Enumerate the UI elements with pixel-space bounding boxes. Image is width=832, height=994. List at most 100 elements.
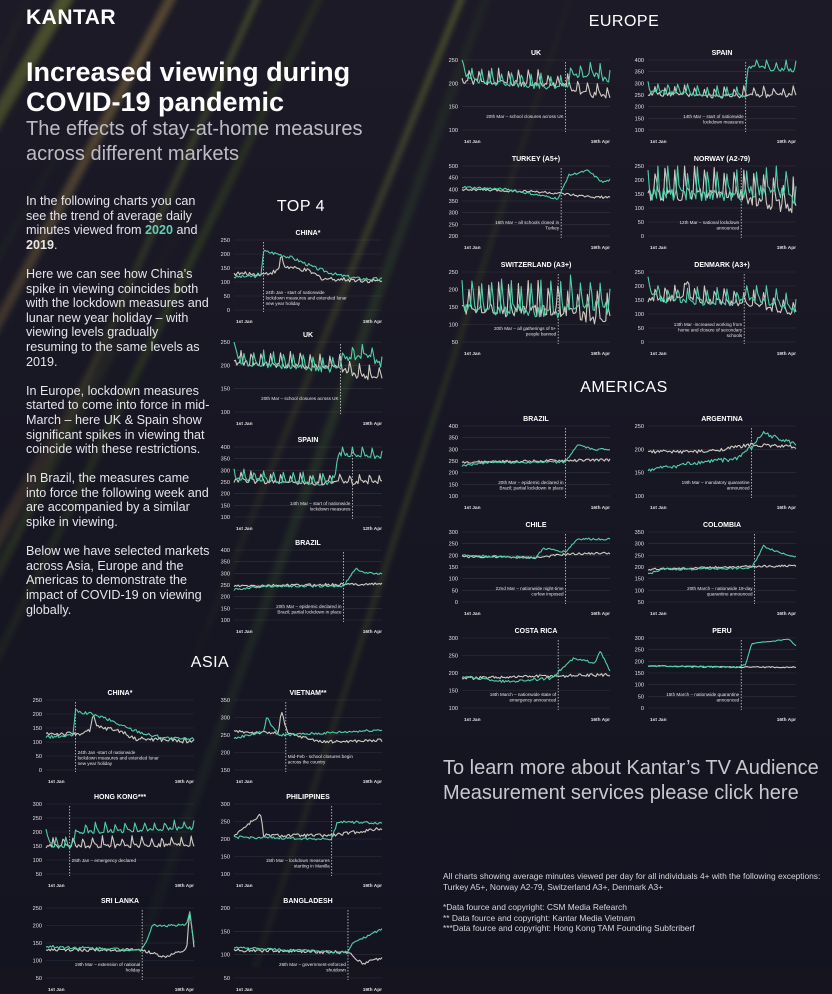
event-annotation-line: across the country: [288, 760, 326, 765]
chart-svg: HONG KONG*** 50 100 150 200 250 300 1st Jan 19th…: [33, 794, 195, 889]
x-tick-label-end: 19th Apr: [591, 139, 610, 145]
chart-title: SPAIN: [298, 437, 319, 444]
chart-top4-brazil: BRAZIL 100 150 200 250 300 350 400 1st Jan 16th A…: [212, 538, 390, 636]
background: [0, 0, 832, 967]
chart-svg: TURKEY (A5+) 200 250 300 350 400 450 500 1st Jan…: [449, 156, 611, 251]
series-line-2019: [233, 711, 383, 744]
y-tick-label: 200: [449, 671, 458, 677]
event-annotation-line: announced: [716, 698, 739, 703]
y-tick-label: 250: [449, 58, 458, 64]
chart-title: CHINA*: [296, 230, 321, 237]
event-annotation-line: 22nd Mar – nationwide night-time: [496, 586, 564, 591]
event-annotation-line: 12th Mar – national lockdown: [679, 220, 739, 225]
y-tick-label: 150: [635, 298, 644, 304]
x-tick-label-start: 1st Jan: [464, 505, 481, 511]
footnote-source-2: ** Data fource and copyright: Kantar Med…: [443, 912, 636, 923]
y-tick-label: 200: [33, 924, 42, 930]
y-tick-label: 200: [635, 178, 644, 184]
event-annotation: 19th Mar – mandatory quarantine announced: [682, 480, 750, 491]
series-line-2019: [233, 350, 383, 381]
y-tick-label: 400: [221, 445, 230, 451]
series-line-2020: [461, 651, 611, 683]
x-tick-label-start: 1st Jan: [650, 717, 667, 723]
chart-svg: COLOMBIA 50 100 150 200 250 300 350 1st Jan 16th …: [635, 522, 797, 617]
intro-paragraph-5: Below we have selected markets across As…: [26, 544, 210, 617]
chart-title: BRAZIL: [295, 540, 321, 547]
y-tick-label: 200: [221, 906, 230, 912]
y-tick-label: 200: [221, 252, 230, 258]
chart-svg: CHINA* 0 50 100 150 200 250 1st Jan 19th Apr 24th…: [221, 230, 383, 325]
event-annotation-line: schools: [727, 333, 743, 338]
y-tick-label: 200: [635, 105, 644, 111]
event-annotation-line: 24th Jan -start of nationwide: [78, 750, 136, 755]
x-tick-label-start: 1st Jan: [650, 505, 667, 511]
series-line-2020: [233, 717, 383, 740]
chart-title: CHINA*: [108, 690, 133, 697]
event-annotation: 24th Jan -start of nationwide lockdown me…: [78, 750, 160, 766]
y-tick-label: 250: [221, 238, 230, 244]
x-tick-label-end: 16th Apr: [591, 611, 610, 617]
footnote-source-3: ***Data fource and copyright: Hong Kong …: [443, 923, 695, 933]
y-tick-label: 300: [449, 530, 458, 536]
series-line-2020: [461, 169, 611, 200]
series-line-2020: [45, 911, 195, 952]
y-tick-label: 150: [449, 305, 458, 311]
intro-p1-and: and: [173, 223, 198, 238]
y-tick-label: 250: [221, 480, 230, 486]
series-line-2020: [233, 820, 383, 841]
x-tick-label-start: 1st Jan: [464, 351, 481, 357]
footnote-source-1: *Data fource and copyright: CSM Media Re…: [443, 902, 627, 912]
y-tick-label: 200: [221, 595, 230, 601]
x-tick-label-end: 19th Apr: [175, 883, 194, 889]
y-tick-label: 0: [455, 600, 458, 606]
chart-svg: PHILIPPINES 100 150 200 250 300 1st Jan 19th Ap…: [221, 794, 383, 889]
event-annotation-line: announced: [727, 486, 750, 491]
y-tick-label: 250: [449, 270, 458, 276]
y-tick-label: 100: [449, 706, 458, 712]
x-tick-label-start: 1st Jan: [236, 987, 253, 993]
intro-text: In the following charts you can see the …: [26, 194, 210, 632]
event-annotation: 16th March – nationwide state of emergenc…: [490, 692, 557, 703]
y-tick-label: 150: [221, 929, 230, 935]
y-tick-label: 150: [449, 565, 458, 571]
event-annotation-line: 20th Mar – epidemic declared in: [276, 604, 342, 609]
chart-title: UK: [531, 50, 541, 57]
x-tick-label-end: 19th Apr: [363, 987, 382, 993]
y-tick-label: 50: [452, 588, 458, 594]
chart-title: SPAIN: [712, 50, 733, 57]
page-subtitle: The effects of stay-at-home measures acr…: [26, 118, 363, 165]
chart-europe-spain: SPAIN 100 150 200 250 300 350 400 1st Jan 19th Ap…: [626, 48, 804, 146]
chart-top4-uk: UK 100 150 200 250 1st Jan 19th Apr 20th Mar – …: [212, 330, 390, 428]
chart-europe-denmark: DENMARK (A3+) 0 50 100 150 200 250 1st Jan 19th …: [626, 260, 804, 358]
x-tick-label-end: 16th Apr: [591, 717, 610, 723]
section-title-top4: TOP 4: [276, 198, 326, 215]
x-tick-label-end: 19th Apr: [777, 139, 796, 145]
series-line-2019: [461, 458, 611, 464]
section-title-americas: AMERICAS: [580, 379, 668, 396]
event-annotation-line: Brazil; partial lockdown in place: [500, 486, 565, 491]
series-line-2020: [647, 544, 797, 575]
x-tick-label-end: 12th Apr: [363, 526, 382, 532]
y-tick-label: 250: [33, 906, 42, 912]
y-tick-label: 100: [33, 740, 42, 746]
background-gradient: [0, 0, 832, 967]
y-tick-label: 50: [224, 294, 230, 300]
y-tick-label: 0: [39, 768, 42, 774]
chart-title: COLOMBIA: [703, 522, 741, 529]
chart-svg: COSTA RICA 100 150 200 250 300 1st Jan 16th Apr…: [449, 628, 611, 723]
event-annotation: 26th Mar – government-enforced shutdown: [279, 962, 346, 973]
y-tick-label: 200: [221, 837, 230, 843]
chart-svg: BRAZIL 100 150 200 250 300 350 400 1st Jan 16th A…: [449, 416, 611, 511]
event-annotation: 20th Mar – epidemic declared in Brazil; p…: [276, 604, 342, 615]
intro-p1-end: .: [54, 237, 58, 252]
event-annotation-line: 14th Mar – start of nationwide: [683, 114, 744, 119]
y-tick-label: 250: [449, 654, 458, 660]
event-annotation-line: quarantine announced: [707, 592, 753, 597]
chart-title: UK: [303, 332, 313, 339]
y-tick-label: 200: [635, 565, 644, 571]
learn-more-link[interactable]: To learn more about Kantar’s TV Audience…: [443, 757, 819, 804]
y-tick-label: 0: [227, 308, 230, 314]
y-tick-label: 150: [449, 689, 458, 695]
chart-asia-hongkong: HONG KONG*** 50 100 150 200 250 300 1st Jan 19th…: [24, 792, 202, 890]
series-line-2020: [647, 276, 797, 313]
